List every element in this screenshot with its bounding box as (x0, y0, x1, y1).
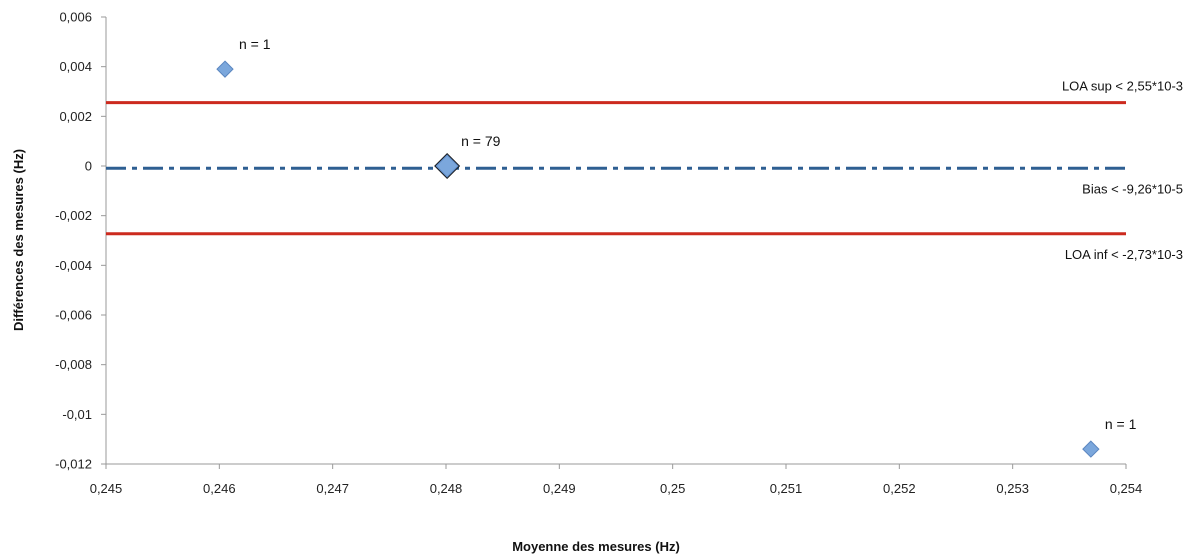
reference-lines: LOA sup < 2,55*10-3 Bias < -9,26*10-5 LOA … (106, 79, 1183, 262)
x-tick-label: 0,248 (430, 481, 463, 496)
x-tick-label: 0,253 (996, 481, 1029, 496)
point-label: n = 1 (1105, 416, 1137, 432)
x-tick-label: 0,246 (203, 481, 236, 496)
x-tick-label: 0,251 (770, 481, 803, 496)
y-tick-label: -0,01 (62, 407, 92, 422)
y-tick-labels: 0,006 0,004 0,002 0 -0,002 -0,004 -0,006 -0,008… (55, 10, 106, 472)
point-marker (435, 154, 459, 178)
x-axis-title: Moyenne des mesures (Hz) (512, 539, 680, 554)
reference-line-label: LOA sup < 2,55*10-3 (1062, 79, 1183, 94)
y-tick-label: 0 (85, 159, 92, 174)
data-point (434, 153, 461, 179)
data-point (1082, 440, 1100, 458)
x-tick-label: 0,252 (883, 481, 916, 496)
y-tick-label: -0,008 (55, 357, 92, 372)
y-tick-label: -0,002 (55, 208, 92, 223)
y-tick-label: 0,002 (59, 109, 92, 124)
y-tick-label: -0,006 (55, 308, 92, 323)
x-tick-label: 0,247 (316, 481, 349, 496)
point-label: n = 1 (239, 36, 271, 52)
point-label: n = 79 (461, 133, 501, 149)
y-tick-label: 0,004 (59, 59, 92, 74)
y-axis-title: Différences des mesures (Hz) (11, 149, 26, 331)
data-points: n = 1 n = 79 n = 1 (216, 36, 1137, 458)
x-tick-label: 0,25 (660, 481, 685, 496)
point-marker (216, 60, 234, 78)
y-tick-label: -0,012 (55, 457, 92, 472)
point-marker (1082, 440, 1100, 458)
x-tick-labels: 0,245 0,246 0,247 0,248 0,249 0,25 0,251 0,252 0… (90, 464, 1143, 496)
y-tick-label: -0,004 (55, 258, 92, 273)
y-tick-label: 0,006 (59, 10, 92, 25)
x-tick-label: 0,245 (90, 481, 123, 496)
x-tick-label: 0,254 (1110, 481, 1143, 496)
x-tick-label: 0,249 (543, 481, 576, 496)
reference-line-label: Bias < -9,26*10-5 (1082, 181, 1183, 196)
data-point (216, 60, 234, 78)
reference-line-label: LOA inf < -2,73*10-3 (1065, 247, 1183, 262)
